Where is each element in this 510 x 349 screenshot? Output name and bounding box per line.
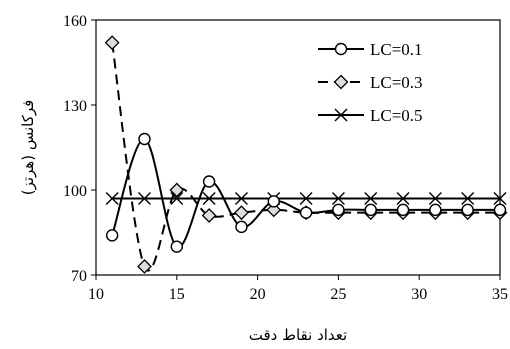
data-point: [105, 229, 119, 242]
x-marker-stroke: [331, 192, 345, 205]
data-point: [235, 220, 248, 234]
data-point: [170, 240, 184, 253]
data-point: [105, 192, 119, 205]
series-lc-0-5: [105, 192, 507, 205]
legend-item: LC=0.1: [318, 40, 423, 59]
legend-swatch-marker: [334, 108, 348, 122]
series-lc-0-3: [104, 35, 508, 274]
data-point: [234, 192, 248, 205]
x-tick-label: 30: [411, 286, 427, 303]
y-tick-label: 70: [71, 268, 87, 285]
data-point: [138, 132, 151, 146]
legend-item: LC=0.3: [318, 73, 423, 92]
x-marker-stroke: [105, 192, 119, 205]
x-marker-stroke: [137, 192, 151, 205]
series-line: [111, 138, 500, 248]
data-point: [364, 192, 378, 205]
x-marker-stroke: [428, 192, 442, 205]
x-tick-label: 15: [169, 286, 185, 303]
data-point: [202, 175, 216, 188]
data-point: [332, 203, 345, 217]
data-point: [202, 192, 216, 205]
y-axis-title: فرکانس (هرتز): [19, 100, 37, 196]
legend-label: LC=0.5: [370, 106, 423, 125]
series-line: [111, 42, 500, 272]
data-point: [396, 192, 410, 205]
x-marker-stroke: [170, 192, 184, 205]
data-point: [299, 192, 313, 205]
legend-label: LC=0.3: [370, 73, 423, 92]
data-point: [331, 192, 345, 205]
x-marker-stroke: [364, 192, 378, 205]
plot-area: [95, 19, 501, 276]
x-marker-stroke: [234, 192, 248, 205]
data-point: [104, 35, 120, 51]
x-marker-stroke: [396, 192, 410, 205]
x-tick-label: 20: [250, 286, 266, 303]
y-tick-label: 160: [63, 13, 87, 30]
data-point: [267, 195, 280, 208]
x-marker-stroke: [461, 192, 475, 205]
data-point: [137, 192, 151, 205]
x-marker-stroke: [299, 192, 313, 205]
x-axis-title: تعداد نقاط دقت: [249, 326, 347, 344]
data-point: [493, 192, 507, 205]
data-point: [461, 192, 475, 205]
data-point: [364, 203, 377, 217]
data-point: [137, 259, 152, 274]
x-marker-stroke: [202, 192, 216, 205]
x-tick-label: 10: [88, 286, 104, 303]
data-point: [429, 203, 442, 217]
data-point: [169, 182, 185, 198]
y-tick-label: 130: [63, 98, 87, 115]
data-point: [396, 203, 410, 217]
x-tick-label: 25: [330, 286, 346, 303]
legend: LC=0.1 LC=0.3 LC=0.5: [318, 40, 423, 125]
y-tick-label: 100: [63, 183, 87, 200]
legend-item: LC=0.5: [318, 106, 423, 125]
legend-swatch-marker: [334, 42, 348, 56]
legend-swatch-marker: [333, 74, 349, 90]
series-lc-0-1: [105, 132, 507, 253]
legend-label: LC=0.1: [370, 40, 423, 59]
series-layer: [104, 35, 508, 274]
data-point: [201, 208, 217, 223]
data-point: [234, 205, 249, 221]
plot-border: [95, 19, 501, 276]
data-point: [493, 203, 507, 217]
x-marker-stroke: [334, 108, 348, 122]
data-point: [299, 206, 313, 219]
x-marker-stroke: [493, 192, 507, 205]
axis-ticks: 10 15 20 25 30 35 70 100 130 160: [63, 13, 508, 303]
data-point: [428, 192, 442, 205]
data-point: [461, 203, 474, 217]
x-tick-label: 35: [492, 286, 508, 303]
